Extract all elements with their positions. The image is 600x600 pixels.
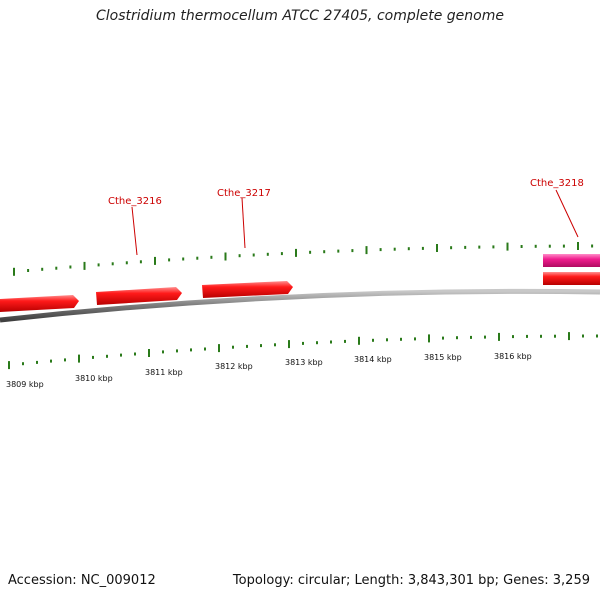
scale-label-3814: 3814 kbp: [354, 355, 392, 364]
genome-title: Clostridium thermocellum ATCC 27405, com…: [96, 8, 504, 24]
genome-backbone: [0, 288, 600, 323]
accession-label: Accession: NC_009012: [8, 573, 156, 588]
scale-label-3810: 3810 kbp: [75, 374, 113, 383]
gene-feature-3217[interactable]: [202, 281, 293, 298]
gene-label-cthe-3217[interactable]: Cthe_3217: [217, 188, 271, 199]
gene-feature-3218-upper[interactable]: [543, 254, 600, 267]
leader-line-cthe-3216: [131, 206, 138, 256]
scale-labels: 3809 kbp 3810 kbp 3811 kbp 3812 kbp 3813…: [6, 352, 532, 389]
scale-label-3813: 3813 kbp: [285, 358, 323, 367]
outer-tick-marks: [13, 242, 594, 276]
gene-features: [0, 254, 600, 312]
inner-tick-marks: [8, 332, 598, 370]
gene-feature-3218-lower[interactable]: [543, 272, 600, 285]
leader-line-cthe-3217: [241, 197, 246, 249]
scale-label-3815: 3815 kbp: [424, 353, 462, 362]
gene-feature-3216[interactable]: [96, 287, 182, 305]
leader-line-cthe-3218: [555, 189, 579, 238]
genome-summary-label: Topology: circular; Length: 3,843,301 bp…: [232, 573, 590, 588]
gene-labels: Cthe_3216 Cthe_3217 Cthe_3218: [108, 178, 584, 207]
gene-label-lines: [131, 189, 579, 256]
scale-label-3816: 3816 kbp: [494, 352, 532, 361]
gene-feature-3215[interactable]: [0, 295, 79, 312]
gene-label-cthe-3218[interactable]: Cthe_3218: [530, 178, 584, 189]
scale-label-3812: 3812 kbp: [215, 362, 253, 371]
scale-label-3809: 3809 kbp: [6, 380, 44, 389]
gene-label-cthe-3216[interactable]: Cthe_3216: [108, 196, 162, 207]
scale-label-3811: 3811 kbp: [145, 368, 183, 377]
